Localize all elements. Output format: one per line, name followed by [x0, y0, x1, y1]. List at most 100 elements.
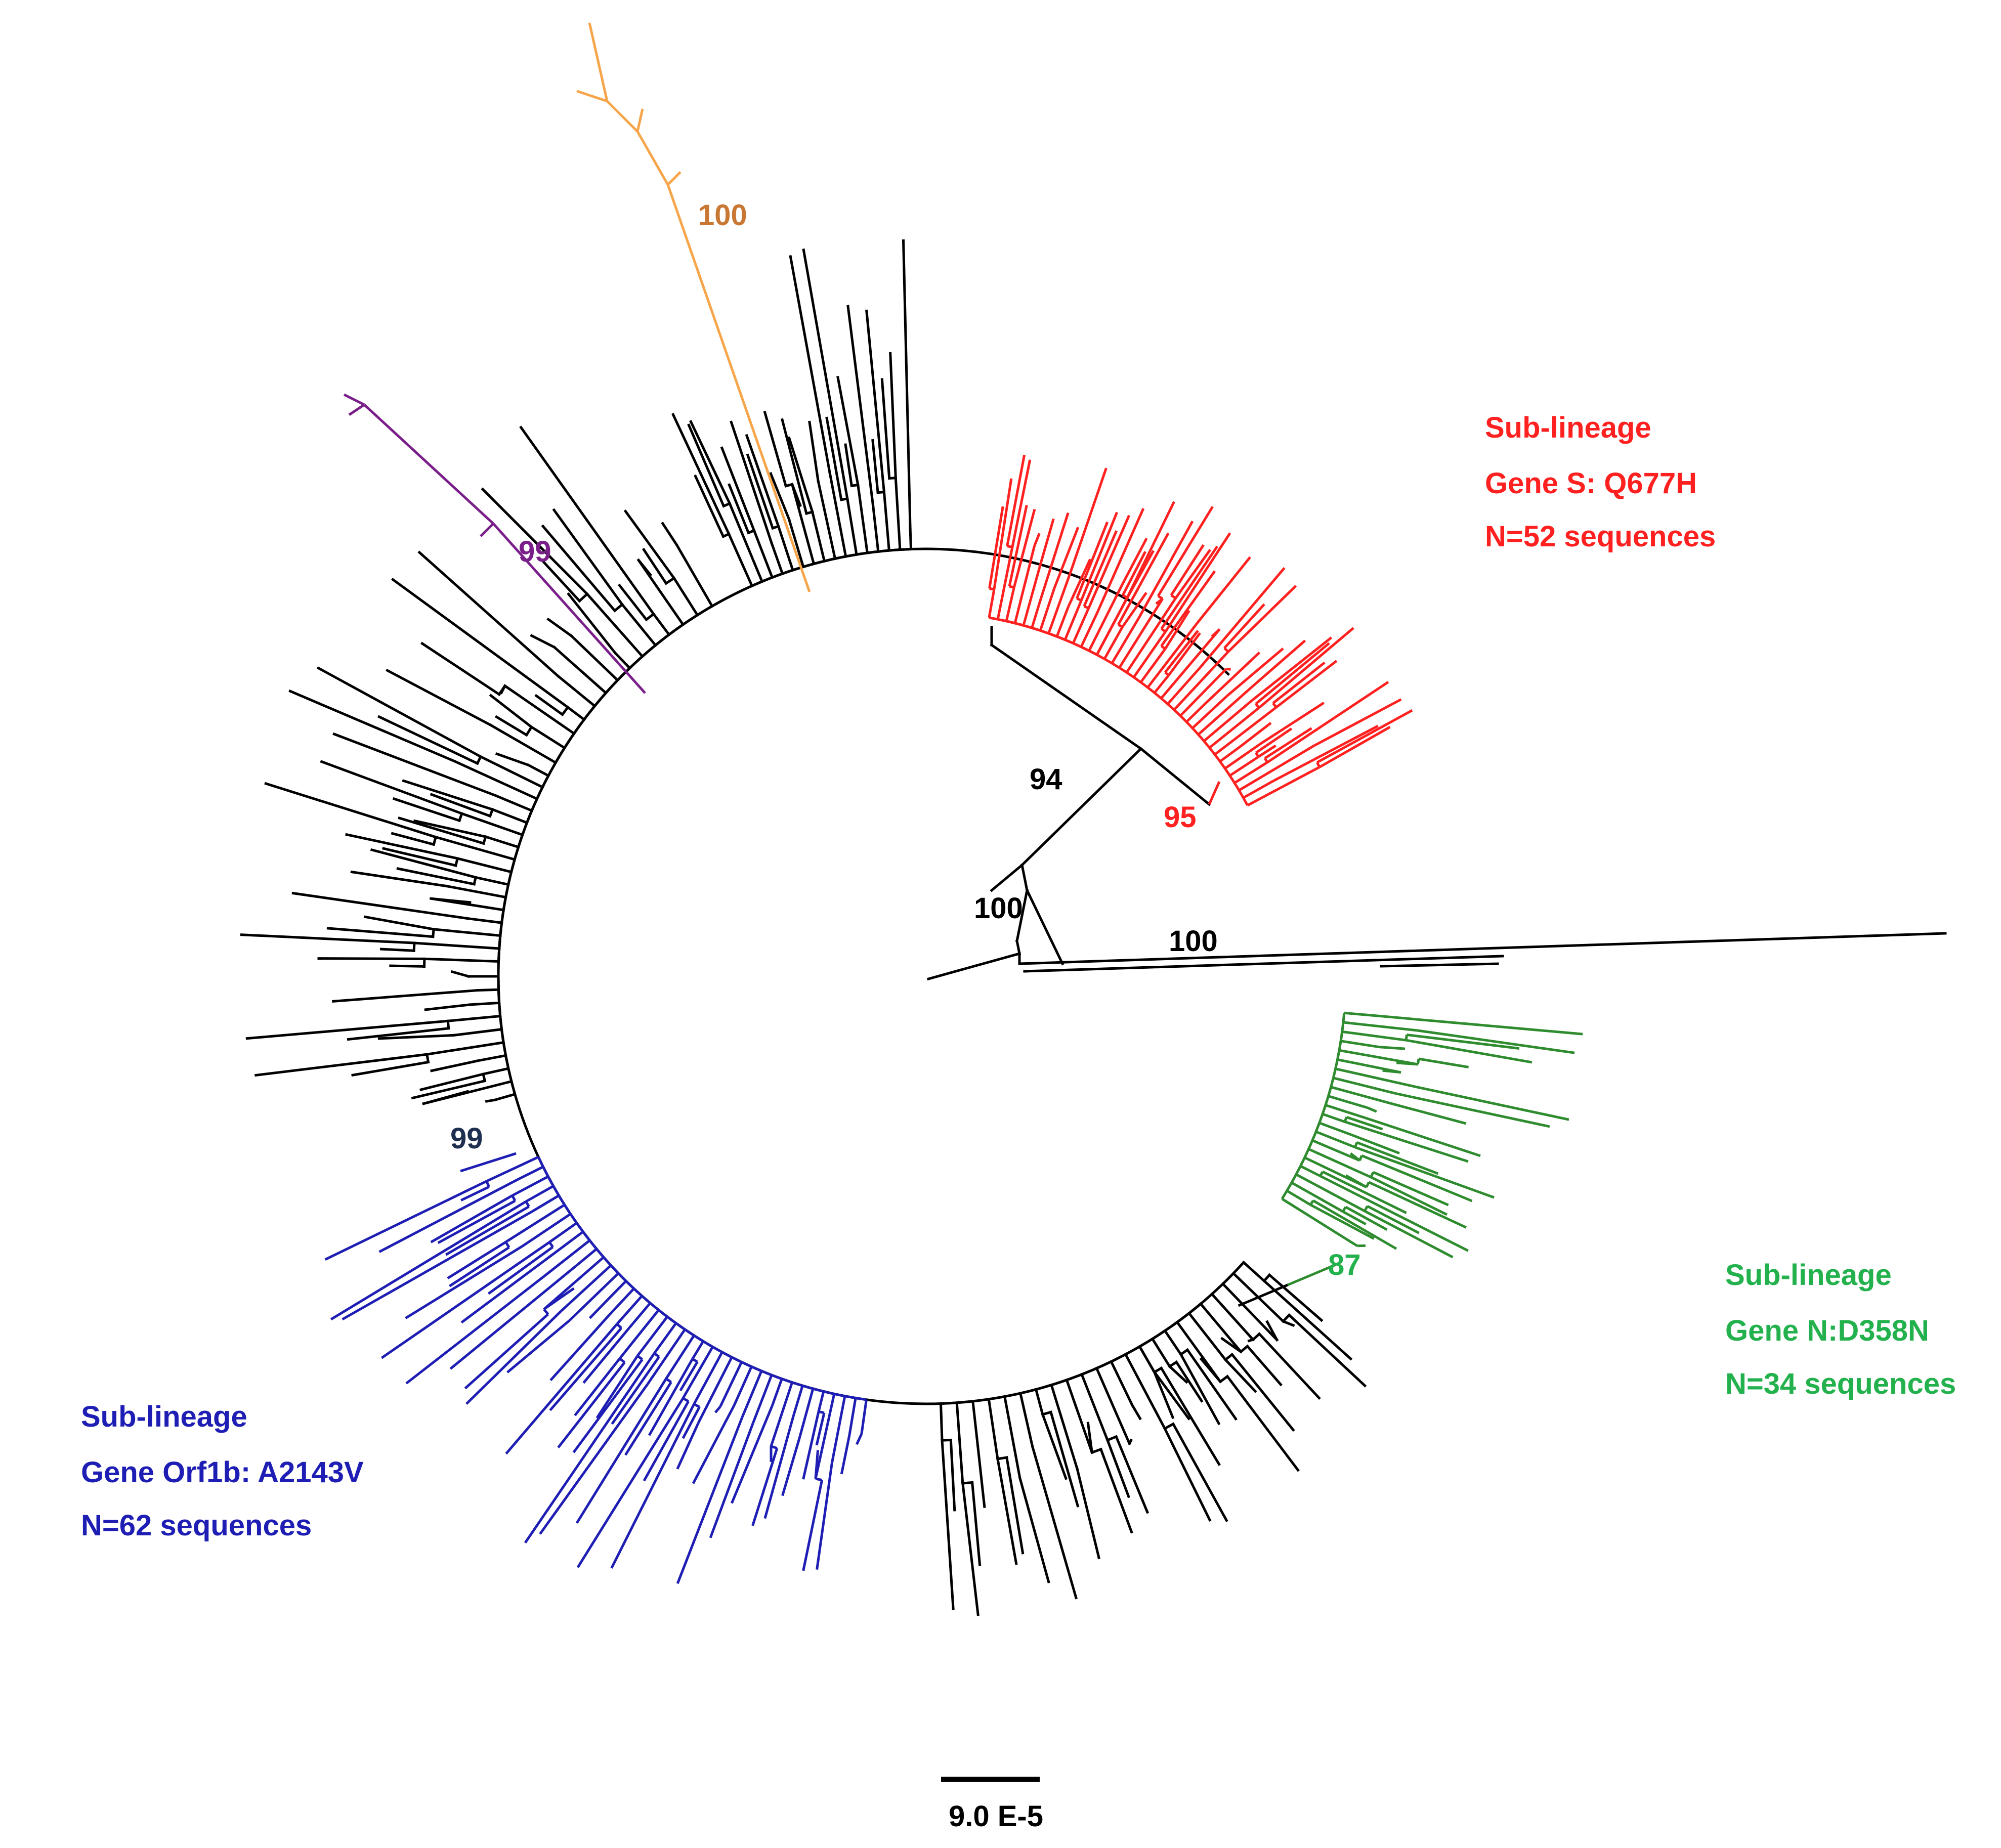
green-clade-stem	[1300, 1165, 1321, 1178]
bottom-clade-tip	[1114, 1435, 1149, 1514]
bottom-clade-stem	[1080, 1372, 1110, 1442]
red-clade-stem	[1208, 707, 1260, 749]
blue-clade-tip	[572, 1358, 644, 1453]
blue-clade-stem	[606, 1280, 627, 1301]
blue-clade-tip	[676, 1416, 744, 1584]
left-clade-tip	[264, 782, 438, 839]
green-clade-stem	[1333, 1077, 1396, 1095]
red-clade-tip	[1259, 702, 1325, 745]
blue-clade-stem	[653, 1322, 677, 1354]
left-clade-tip	[402, 779, 494, 811]
left-lower-clade-stem	[476, 1054, 507, 1062]
top-clade-stem	[770, 542, 784, 576]
red-clade-tip	[1204, 651, 1261, 705]
blue-clade-tip	[539, 1383, 649, 1535]
blue-clade-bracket	[636, 1355, 644, 1361]
top-clade-tip	[728, 483, 750, 535]
red-clade-tip	[1258, 627, 1354, 709]
left-lower-clade-stem	[425, 1041, 505, 1056]
bottom-right-clade-tip	[1267, 1273, 1324, 1322]
upper-left-clade-stem	[585, 592, 645, 659]
top-clade-tip	[836, 376, 860, 487]
bottom-clade-tip	[949, 1438, 956, 1512]
bottom-clade-bracket	[1041, 1410, 1053, 1416]
left-clade-stem	[453, 759, 539, 801]
red-root	[1208, 781, 1221, 805]
bottom-right-clade-bracket	[1218, 1374, 1229, 1384]
scale-bar-label: 9.0 E-5	[949, 1800, 1043, 1833]
green-clade-tip	[1349, 1152, 1361, 1162]
green-clade-tip	[1382, 1069, 1401, 1074]
blue-clade-tip	[324, 1180, 487, 1261]
red-clade-bracket	[1255, 703, 1260, 709]
green-clade-tip	[1367, 1013, 1583, 1036]
bootstrap-orange-clade: 100	[698, 199, 747, 232]
left-lower-clade-tip	[430, 1059, 479, 1072]
left-clade-tip	[396, 867, 476, 886]
orange-branch	[576, 90, 608, 103]
left-lower-clade-arc	[497, 975, 517, 1096]
red-clade-upper-stem	[1013, 545, 1036, 624]
blue-clade-stem	[560, 1264, 612, 1312]
left-lower-clade-tip	[377, 1034, 455, 1040]
bottom-right-clade-tip	[1223, 1358, 1257, 1393]
green-clade-bracket	[1358, 1155, 1363, 1161]
green-clade-tip	[1380, 1046, 1406, 1050]
left-lower-clade-stem	[468, 1001, 501, 1006]
bottom-right-clade-bracket	[1262, 1273, 1271, 1283]
green-clade-tip	[1356, 1141, 1439, 1175]
blue-clade-bracket	[525, 1200, 530, 1208]
blue-clade-tip	[582, 1327, 630, 1384]
red-clade-upper-bracket	[1009, 585, 1014, 589]
green-clade-bracket	[1370, 1172, 1375, 1178]
upper-left-clade-tip	[530, 634, 556, 649]
red-clade-stem	[1224, 743, 1261, 770]
bottom-clade-tip	[1127, 1438, 1133, 1445]
blue-clade-tip	[643, 1400, 690, 1482]
blue-clade-tip	[464, 1313, 549, 1390]
top-clade-tip	[889, 352, 897, 480]
red-clade-tip	[1316, 709, 1413, 764]
top-clade-stem	[811, 510, 826, 563]
red-clade-upper-tip	[1038, 512, 1070, 606]
left-lower-clade-tip	[245, 1019, 449, 1040]
top-clade-tip	[769, 471, 791, 521]
blue-clade-tip	[814, 1450, 819, 1479]
bottom-clade-tip	[1049, 1410, 1080, 1508]
blue-clade-tip	[524, 1352, 656, 1544]
blue-clade-tip	[543, 1287, 575, 1311]
red-clade-stem	[1247, 766, 1321, 807]
red-clade-stem	[1160, 628, 1221, 700]
bootstrap-green-clade: 87	[1328, 1249, 1361, 1281]
green-clade-tip	[1393, 1103, 1467, 1125]
red-clade-stem	[1214, 706, 1278, 756]
orange-branch	[588, 22, 609, 102]
blue-clade-stem	[682, 1346, 714, 1399]
top-clade-tip	[880, 378, 891, 480]
blue-clade-tip	[856, 1433, 863, 1445]
red-clade-branches	[988, 455, 1413, 807]
left-clade-tip	[413, 819, 487, 838]
upper-left-clade-stem	[489, 723, 558, 764]
upper-left-clade-stem	[566, 705, 586, 721]
green-clade-tip	[1395, 1092, 1550, 1128]
top-clade-tip	[720, 446, 756, 533]
red-clade-tip	[1258, 744, 1276, 758]
blue-clade-stem	[517, 1166, 544, 1181]
blue-clade-stem	[741, 1370, 763, 1417]
green-clade-tip	[1406, 1039, 1532, 1064]
red-clade-stem	[1132, 631, 1167, 678]
backbone-branches	[240, 239, 1947, 1616]
bottom-right-clade-tip	[1262, 1279, 1353, 1361]
left-clade-tip	[363, 915, 436, 931]
node-branch	[990, 643, 1143, 751]
bottom-clade-stem	[1065, 1378, 1094, 1454]
green-clade-tip	[1346, 1115, 1383, 1131]
blue-clade-tip	[714, 1405, 721, 1413]
red-sublineage-gene: Gene S: Q677H	[1485, 467, 1697, 500]
bottom-right-clade-tip	[1199, 1357, 1222, 1384]
bottom-right-clade-bracket	[1239, 1344, 1250, 1354]
top-clade-tip	[687, 423, 726, 508]
blue-clade-tip	[449, 1246, 510, 1287]
left-clade-tip	[398, 816, 485, 845]
